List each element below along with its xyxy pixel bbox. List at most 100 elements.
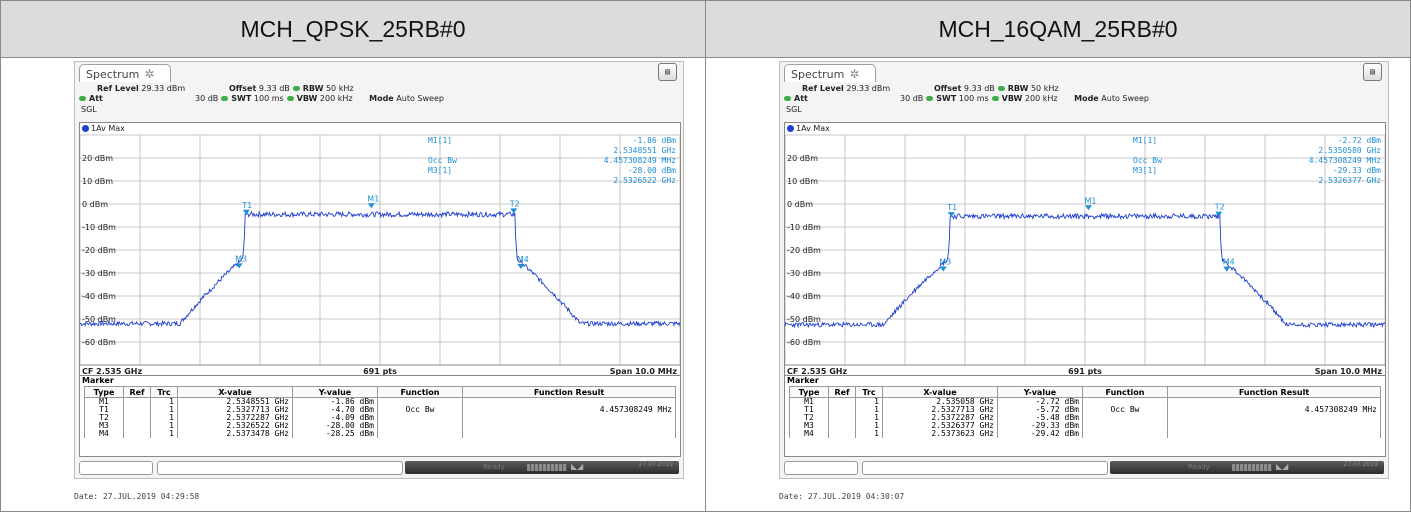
capture-date: Date: 27.JUL.2019 04:30:07 <box>779 492 905 501</box>
status-field-message[interactable] <box>862 461 1108 475</box>
offset-value: 9.33 dB <box>258 84 290 93</box>
status-dot-icon <box>292 86 300 91</box>
cell-ref <box>123 422 151 430</box>
status-bar: Ready ◣◢ 27.07.2019 <box>79 461 681 475</box>
table-row[interactable]: M1 1 2.535058 GHz -2.72 dBm <box>789 397 1381 406</box>
rbw-value: 50 kHz <box>1030 84 1059 93</box>
cell-result: 4.457308249 MHz <box>462 406 676 414</box>
cell-ref <box>123 397 151 406</box>
table-row[interactable]: M4 1 2.5373478 GHz -28.25 dBm <box>84 430 676 438</box>
activity-icon: ◣◢ <box>1276 462 1289 471</box>
marker-triangle <box>242 209 250 215</box>
rbw-label: RBW <box>1007 84 1029 93</box>
y-tick-label: -60 dBm <box>82 338 116 347</box>
status-field-left[interactable] <box>79 461 153 475</box>
readout-occ-label: Occ Bw <box>1133 156 1162 165</box>
settings-header: Ref Level 29.33 dBm Offset 9.33 dB RBW 50… <box>79 84 679 122</box>
y-tick-label: 20 dBm <box>787 154 818 163</box>
cell-ref <box>123 414 151 422</box>
table-row[interactable]: T2 1 2.5372287 GHz -4.09 dBm <box>84 414 676 422</box>
col-header-type: Type <box>84 386 124 398</box>
y-tick-label: -40 dBm <box>787 292 821 301</box>
ref-level-label: Ref Level <box>802 84 844 93</box>
y-tick-label: -10 dBm <box>82 223 116 232</box>
cell-result <box>462 430 676 438</box>
menu-icon[interactable]: ▤ <box>1363 63 1382 81</box>
tab-spectrum[interactable]: Spectrum ✲ <box>784 64 876 82</box>
pin-star-icon[interactable]: ✲ <box>849 67 860 81</box>
marker-table-title: Marker <box>787 376 819 385</box>
col-header-y-value: Y-value <box>292 386 378 398</box>
tab-spectrum-label: Spectrum <box>86 68 140 81</box>
marker-triangle <box>1215 211 1223 217</box>
table-row[interactable]: M4 1 2.5373623 GHz -29.42 dBm <box>789 430 1381 438</box>
status-dot-icon <box>997 86 1005 91</box>
table-row[interactable]: M3 1 2.5326377 GHz -29.33 dBm <box>789 422 1381 430</box>
cell-type: M4 <box>84 430 124 438</box>
marker-label: M1 <box>367 194 379 203</box>
y-tick-label: 0 dBm <box>82 200 108 209</box>
marker-label: M3 <box>235 254 247 263</box>
cell-ref <box>828 414 856 422</box>
marker-triangle <box>1223 266 1231 272</box>
rbw-value: 50 kHz <box>325 84 354 93</box>
spectrum-chart: 20 dBm 10 dBm 0 dBm -10 dBm -20 dBm -30 dBm -4… <box>80 134 680 376</box>
table-row[interactable]: M1 1 2.5348551 GHz -1.86 dBm <box>84 397 676 406</box>
offset-label: Offset <box>229 84 257 93</box>
cell-result <box>1167 414 1381 422</box>
marker-triangle <box>235 263 243 269</box>
marker-label: M3 <box>939 257 951 266</box>
cell-x: 2.5373478 GHz <box>177 430 293 438</box>
att-value: 30 dB <box>900 94 924 103</box>
col-header-function-result: Function Result <box>1167 386 1381 398</box>
readout-m1-label: M1[1] <box>428 136 452 145</box>
spectrum-trace <box>80 210 680 328</box>
y-tick-label: 10 dBm <box>82 177 113 186</box>
trace-label: 1Av Max <box>82 124 125 133</box>
table-row[interactable]: M3 1 2.5326522 GHz -28.00 dBm <box>84 422 676 430</box>
table-row[interactable]: T1 1 2.5327713 GHz -4.70 dBm Occ Bw 4.4573082… <box>84 406 676 414</box>
status-field-left[interactable] <box>784 461 858 475</box>
status-field-message[interactable] <box>157 461 403 475</box>
col-header-trc: Trc <box>855 386 883 398</box>
trace-dot-icon <box>82 125 89 132</box>
vbw-value: 200 kHz <box>1024 94 1058 103</box>
trace-label-text: 1Av Max <box>91 124 125 133</box>
tab-spectrum[interactable]: Spectrum ✲ <box>79 64 171 82</box>
cell-function <box>377 430 463 438</box>
marker-table-panel: Marker Type Ref Trc X-value Y-value Func… <box>79 375 681 457</box>
pin-star-icon[interactable]: ✲ <box>144 67 155 81</box>
spectrum-plot[interactable]: 1Av Max 20 dBm 10 dBm 0 dBm -10 dBm -20 dBm -… <box>79 122 681 418</box>
trace-label-text: 1Av Max <box>796 124 830 133</box>
table-row[interactable]: T2 1 2.5372287 GHz -5.48 dBm <box>789 414 1381 422</box>
vbw-label: VBW <box>1001 94 1023 103</box>
span-label: Span 10.0 MHz <box>610 367 678 376</box>
y-tick-label: -60 dBm <box>787 338 821 347</box>
readout-m1-freq: 2.5350580 GHz <box>1318 146 1381 155</box>
sgl-indicator: SGL <box>81 105 97 114</box>
readout-occ-label: Occ Bw <box>428 156 457 165</box>
center-frequency-label: CF 2.535 GHz <box>82 367 142 376</box>
readout-occ-value: 4.457308249 MHz <box>1309 156 1381 165</box>
att-label: Att <box>794 94 808 103</box>
trace-label: 1Av Max <box>787 124 830 133</box>
menu-icon[interactable]: ▤ <box>658 63 677 81</box>
ref-level-value: 29.33 dBm <box>141 84 186 93</box>
cell-ref <box>828 397 856 406</box>
y-tick-label: -50 dBm <box>787 315 821 324</box>
att-label: Att <box>89 94 103 103</box>
att-value: 30 dB <box>195 94 219 103</box>
readout-m1-freq: 2.5348551 GHz <box>613 146 676 155</box>
ready-status: Ready <box>1188 463 1210 471</box>
cell-function: Occ Bw <box>377 406 463 414</box>
col-header-y-value: Y-value <box>997 386 1083 398</box>
cell-result <box>1167 397 1381 406</box>
table-row[interactable]: T1 1 2.5327713 GHz -5.72 dBm Occ Bw 4.4573082… <box>789 406 1381 414</box>
ready-status: Ready <box>483 463 505 471</box>
spectrum-plot[interactable]: 1Av Max 20 dBm 10 dBm 0 dBm -10 dBm -20 dBm -… <box>784 122 1386 418</box>
marker-label: T1 <box>241 201 252 210</box>
cell-trc: 1 <box>855 430 883 438</box>
ref-level-value: 29.33 dBm <box>846 84 891 93</box>
mode-value: Auto Sweep <box>1101 94 1149 103</box>
